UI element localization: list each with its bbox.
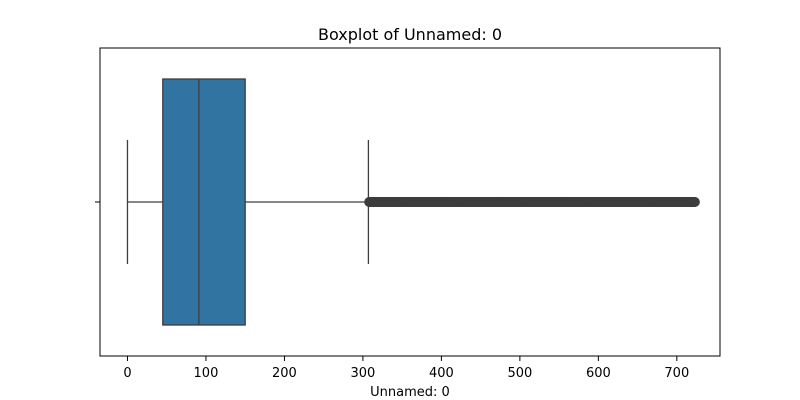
iqr-box xyxy=(162,78,246,326)
x-tick-label: 400 xyxy=(429,366,454,381)
x-axis-label: Unnamed: 0 xyxy=(370,385,450,400)
x-tick-label: 100 xyxy=(194,366,219,381)
x-tick-label: 700 xyxy=(664,366,689,381)
outlier-point xyxy=(689,196,700,207)
x-tick-label: 500 xyxy=(507,366,532,381)
x-tick-label: 200 xyxy=(272,366,297,381)
chart-title: Boxplot of Unnamed: 0 xyxy=(318,25,502,44)
x-tick-label: 600 xyxy=(586,366,611,381)
x-tick-label: 0 xyxy=(123,366,131,381)
x-tick-label: 300 xyxy=(350,366,375,381)
plot-area: 0 100 200 300 400 500 600 700 xyxy=(95,47,721,381)
